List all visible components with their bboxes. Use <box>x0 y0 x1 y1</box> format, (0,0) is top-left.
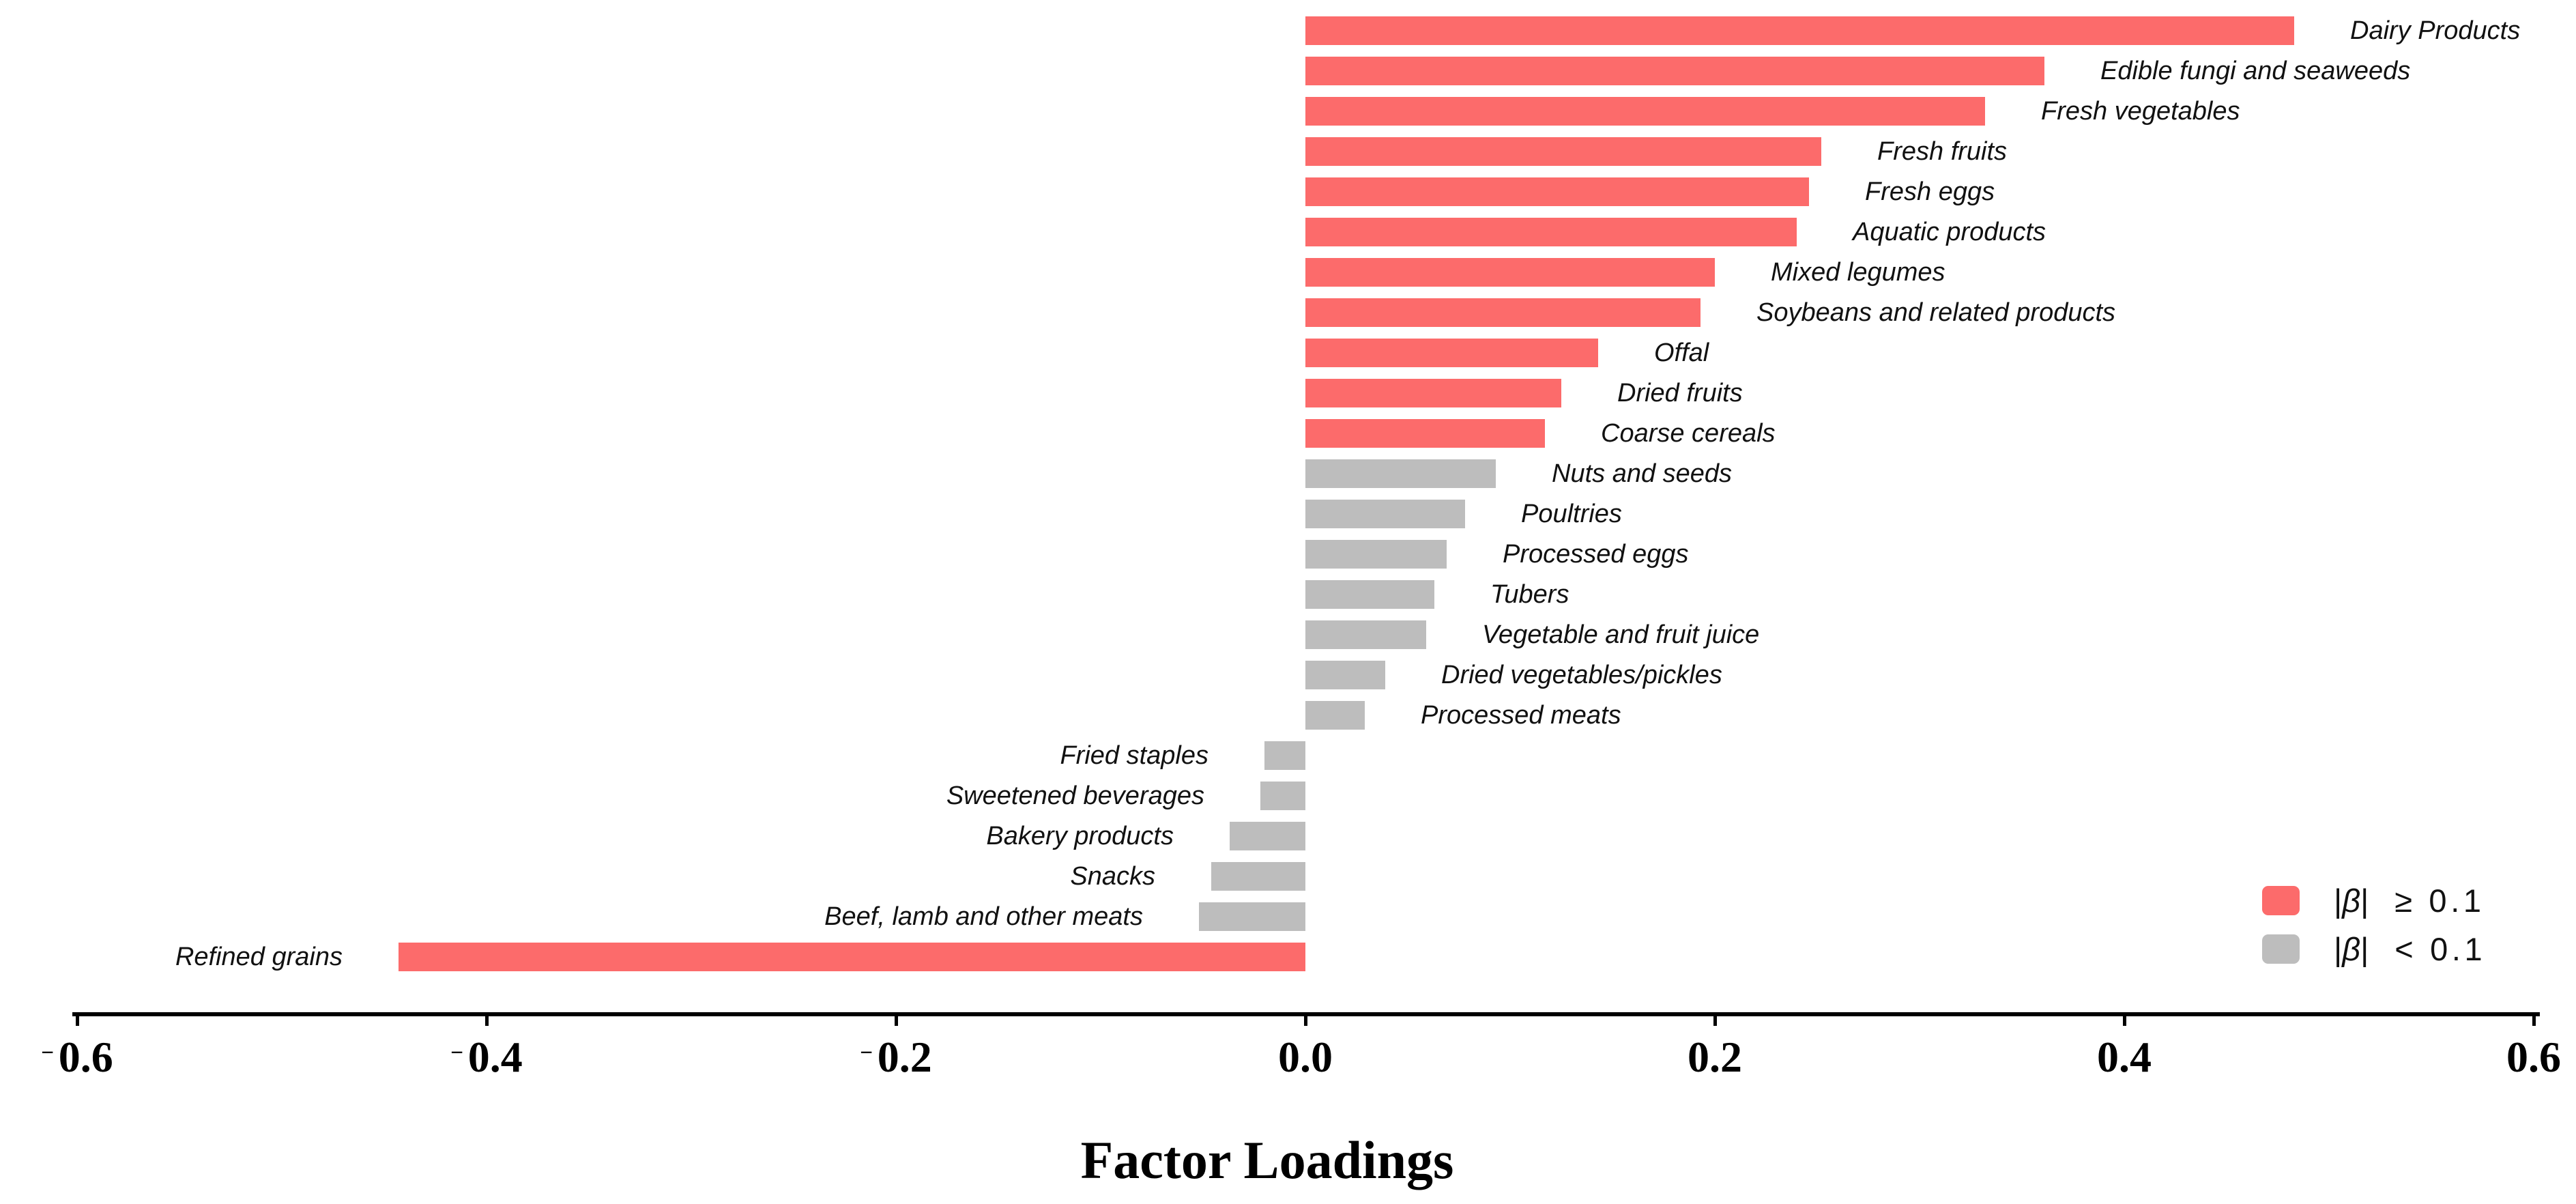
tick-label-minus-0.6: −0.6 <box>41 1033 113 1081</box>
category-label-aquatic-products: Aquatic products <box>1853 218 2046 246</box>
category-label-bakery-products: Bakery products <box>986 822 1174 850</box>
bar-beef-lamb-and-other-meats <box>1199 902 1305 931</box>
tick-mark-minus-0.2 <box>895 1016 898 1026</box>
tick-label-minus-0.2: −0.2 <box>860 1033 932 1081</box>
category-label-offal: Offal <box>1654 339 1709 367</box>
legend-item-below-threshold: |β| < 0.1 <box>2262 931 2486 967</box>
tick-mark-minus-0.4 <box>485 1016 489 1026</box>
legend-item-above-threshold: |β| ≥ 0.1 <box>2262 882 2485 919</box>
bar-snacks <box>1211 862 1305 891</box>
category-label-tubers: Tubers <box>1490 580 1569 609</box>
tick-mark-0.2 <box>1713 1016 1717 1026</box>
category-label-dried-fruits: Dried fruits <box>1617 379 1743 407</box>
legend-symbol-beta: |β| <box>2334 930 2369 967</box>
bar-mixed-legumes <box>1305 258 1715 287</box>
category-label-snacks: Snacks <box>1070 862 1155 891</box>
bar-refined-grains <box>399 943 1305 971</box>
tick-mark-minus-0.6 <box>76 1016 79 1026</box>
bar-fried-staples <box>1264 741 1305 770</box>
bar-dried-vegetables-pickles <box>1305 661 1385 689</box>
category-label-vegetable-and-fruit-juice: Vegetable and fruit juice <box>1482 620 1760 649</box>
tick-mark-0.6 <box>2532 1016 2536 1026</box>
category-label-dried-vegetables-pickles: Dried vegetables/pickles <box>1441 661 1722 689</box>
category-label-poultries: Poultries <box>1521 500 1622 528</box>
tick-label-0.0: 0.0 <box>1278 1033 1333 1081</box>
tick-mark-0.0 <box>1304 1016 1307 1026</box>
bar-tubers <box>1305 580 1434 609</box>
legend-condition-text: ≥ 0.1 <box>2394 882 2485 919</box>
bar-bakery-products <box>1230 822 1305 850</box>
bar-edible-fungi-and-seaweeds <box>1305 57 2044 85</box>
category-label-processed-meats: Processed meats <box>1421 701 1621 730</box>
category-label-fresh-eggs: Fresh eggs <box>1865 177 1995 206</box>
bar-coarse-cereals <box>1305 419 1545 448</box>
tick-label-0.2: 0.2 <box>1688 1033 1742 1081</box>
category-label-nuts-and-seeds: Nuts and seeds <box>1552 459 1733 488</box>
bar-fresh-fruits <box>1305 137 1821 166</box>
category-label-refined-grains: Refined grains <box>175 943 343 971</box>
category-label-processed-eggs: Processed eggs <box>1503 540 1689 569</box>
tick-label-0.6: 0.6 <box>2506 1033 2561 1081</box>
legend-condition-text: < 0.1 <box>2394 930 2487 967</box>
x-axis-line <box>72 1012 2540 1016</box>
category-label-sweetened-beverages: Sweetened beverages <box>946 782 1204 810</box>
bar-sweetened-beverages <box>1260 782 1305 810</box>
legend-symbol-beta: |β| <box>2334 882 2369 919</box>
bar-soybeans-and-related-products <box>1305 298 1701 327</box>
bar-dried-fruits <box>1305 379 1561 407</box>
bar-processed-meats <box>1305 701 1365 730</box>
category-label-beef-lamb-and-other-meats: Beef, lamb and other meats <box>824 902 1143 931</box>
category-label-fresh-vegetables: Fresh vegetables <box>2041 97 2240 126</box>
category-label-soybeans-and-related-products: Soybeans and related products <box>1756 298 2116 327</box>
bar-dairy-products <box>1305 16 2294 45</box>
bar-offal <box>1305 339 1598 367</box>
category-label-dairy-products: Dairy Products <box>2350 16 2521 45</box>
tick-label-minus-0.4: −0.4 <box>450 1033 523 1081</box>
tick-mark-0.4 <box>2123 1016 2126 1026</box>
legend-swatch-gray <box>2262 934 2300 964</box>
bar-aquatic-products <box>1305 218 1797 246</box>
bar-poultries <box>1305 500 1465 528</box>
category-label-edible-fungi-and-seaweeds: Edible fungi and seaweeds <box>2100 57 2411 85</box>
bar-fresh-vegetables <box>1305 97 1985 126</box>
category-label-coarse-cereals: Coarse cereals <box>1601 419 1776 448</box>
x-axis-title: Factor Loadings <box>1080 1130 1454 1190</box>
category-label-fried-staples: Fried staples <box>1060 741 1209 770</box>
bar-processed-eggs <box>1305 540 1447 569</box>
bar-vegetable-and-fruit-juice <box>1305 620 1426 649</box>
bar-fresh-eggs <box>1305 177 1809 206</box>
legend-swatch-red <box>2262 885 2300 915</box>
category-label-mixed-legumes: Mixed legumes <box>1771 258 1945 287</box>
tick-label-0.4: 0.4 <box>2097 1033 2152 1081</box>
category-label-fresh-fruits: Fresh fruits <box>1877 137 2008 166</box>
bar-nuts-and-seeds <box>1305 459 1496 488</box>
